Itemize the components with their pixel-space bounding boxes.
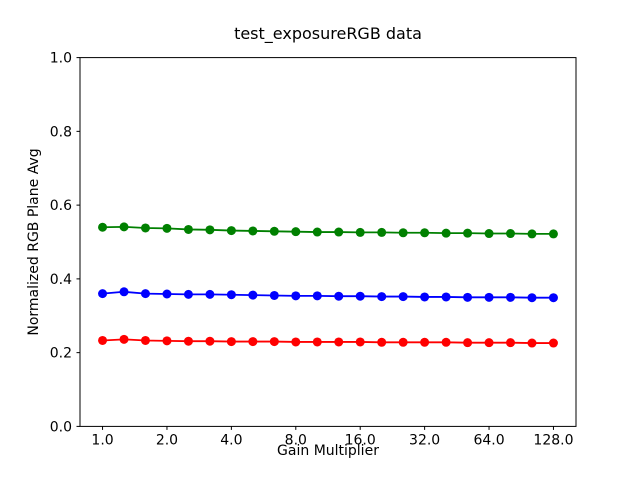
y-tick-label: 0.2 xyxy=(50,346,72,362)
data-point-red-plane xyxy=(226,337,236,347)
x-axis-label: Gain Multiplier xyxy=(277,443,379,459)
data-point-red-plane xyxy=(506,338,516,348)
data-point-blue-plane xyxy=(98,289,108,299)
data-point-green-plane xyxy=(527,229,537,239)
data-point-red-plane xyxy=(463,338,473,348)
y-axis-label: Normalized RGB Plane Avg xyxy=(26,148,42,336)
data-point-blue-plane xyxy=(484,292,494,302)
data-point-blue-plane xyxy=(205,289,215,299)
data-point-red-plane xyxy=(398,337,408,347)
data-point-blue-plane xyxy=(527,293,537,303)
data-point-red-plane xyxy=(162,336,172,346)
data-point-green-plane xyxy=(441,228,451,238)
data-point-blue-plane xyxy=(420,292,430,302)
data-point-blue-plane xyxy=(355,291,365,301)
x-tick-label: 2.0 xyxy=(156,432,178,448)
x-tick-label: 1.0 xyxy=(91,432,113,448)
x-tick-label: 8.0 xyxy=(285,432,307,448)
data-point-green-plane xyxy=(269,226,279,236)
data-point-green-plane xyxy=(162,223,172,233)
data-point-red-plane xyxy=(420,337,430,347)
data-point-blue-plane xyxy=(548,293,558,303)
series-line-green-plane xyxy=(102,225,554,235)
data-point-red-plane xyxy=(441,337,451,347)
data-point-blue-plane xyxy=(463,292,473,302)
data-point-red-plane xyxy=(98,335,108,345)
x-tick-label: 64.0 xyxy=(473,432,504,448)
y-tick-label: 0.6 xyxy=(50,198,72,214)
data-point-green-plane xyxy=(355,227,365,237)
data-point-blue-plane xyxy=(441,292,451,302)
data-point-green-plane xyxy=(140,223,150,233)
data-point-blue-plane xyxy=(377,292,387,302)
data-point-red-plane xyxy=(548,338,558,348)
data-point-blue-plane xyxy=(248,290,258,300)
data-point-red-plane xyxy=(334,337,344,347)
series-line-blue-plane xyxy=(102,290,554,299)
data-point-red-plane xyxy=(183,336,193,346)
data-point-blue-plane xyxy=(226,290,236,300)
data-point-red-plane xyxy=(291,337,301,347)
y-tick-label: 1.0 xyxy=(50,51,72,67)
data-point-red-plane xyxy=(140,335,150,345)
data-point-red-plane xyxy=(355,337,365,347)
y-tick-label: 0.8 xyxy=(50,124,72,140)
data-point-red-plane xyxy=(527,338,537,348)
data-point-green-plane xyxy=(183,224,193,234)
data-point-green-plane xyxy=(506,229,516,239)
data-point-red-plane xyxy=(377,337,387,347)
series-line-red-plane xyxy=(102,338,554,344)
data-point-blue-plane xyxy=(291,291,301,301)
data-point-green-plane xyxy=(377,227,387,237)
data-point-red-plane xyxy=(119,334,129,344)
data-point-green-plane xyxy=(398,228,408,238)
x-tick-label: 32.0 xyxy=(409,432,440,448)
data-point-blue-plane xyxy=(162,289,172,299)
data-point-blue-plane xyxy=(140,289,150,299)
axes-box xyxy=(79,57,577,427)
data-point-green-plane xyxy=(548,229,558,239)
data-point-green-plane xyxy=(334,227,344,237)
data-point-red-plane xyxy=(269,337,279,347)
data-point-green-plane xyxy=(98,222,108,232)
data-point-green-plane xyxy=(312,227,322,237)
data-point-green-plane xyxy=(248,226,258,236)
data-point-red-plane xyxy=(248,337,258,347)
x-tick-label: 128.0 xyxy=(533,432,573,448)
data-point-blue-plane xyxy=(183,289,193,299)
data-point-green-plane xyxy=(463,228,473,238)
y-tick-label: 0.4 xyxy=(50,272,72,288)
x-tick-label: 4.0 xyxy=(220,432,242,448)
data-point-blue-plane xyxy=(269,290,279,300)
chart-title: test_exposureRGB data xyxy=(234,24,422,43)
data-point-red-plane xyxy=(205,336,215,346)
data-point-green-plane xyxy=(226,226,236,236)
data-point-red-plane xyxy=(484,338,494,348)
data-point-blue-plane xyxy=(398,292,408,302)
data-point-green-plane xyxy=(420,228,430,238)
data-point-red-plane xyxy=(312,337,322,347)
data-point-blue-plane xyxy=(506,292,516,302)
data-point-blue-plane xyxy=(119,287,129,297)
data-point-green-plane xyxy=(484,229,494,239)
y-tick-label: 0.0 xyxy=(50,419,72,435)
x-tick-label: 16.0 xyxy=(345,432,376,448)
data-point-blue-plane xyxy=(334,291,344,301)
data-point-green-plane xyxy=(205,225,215,235)
data-point-blue-plane xyxy=(312,291,322,301)
data-point-green-plane xyxy=(119,222,129,232)
data-point-green-plane xyxy=(291,227,301,237)
